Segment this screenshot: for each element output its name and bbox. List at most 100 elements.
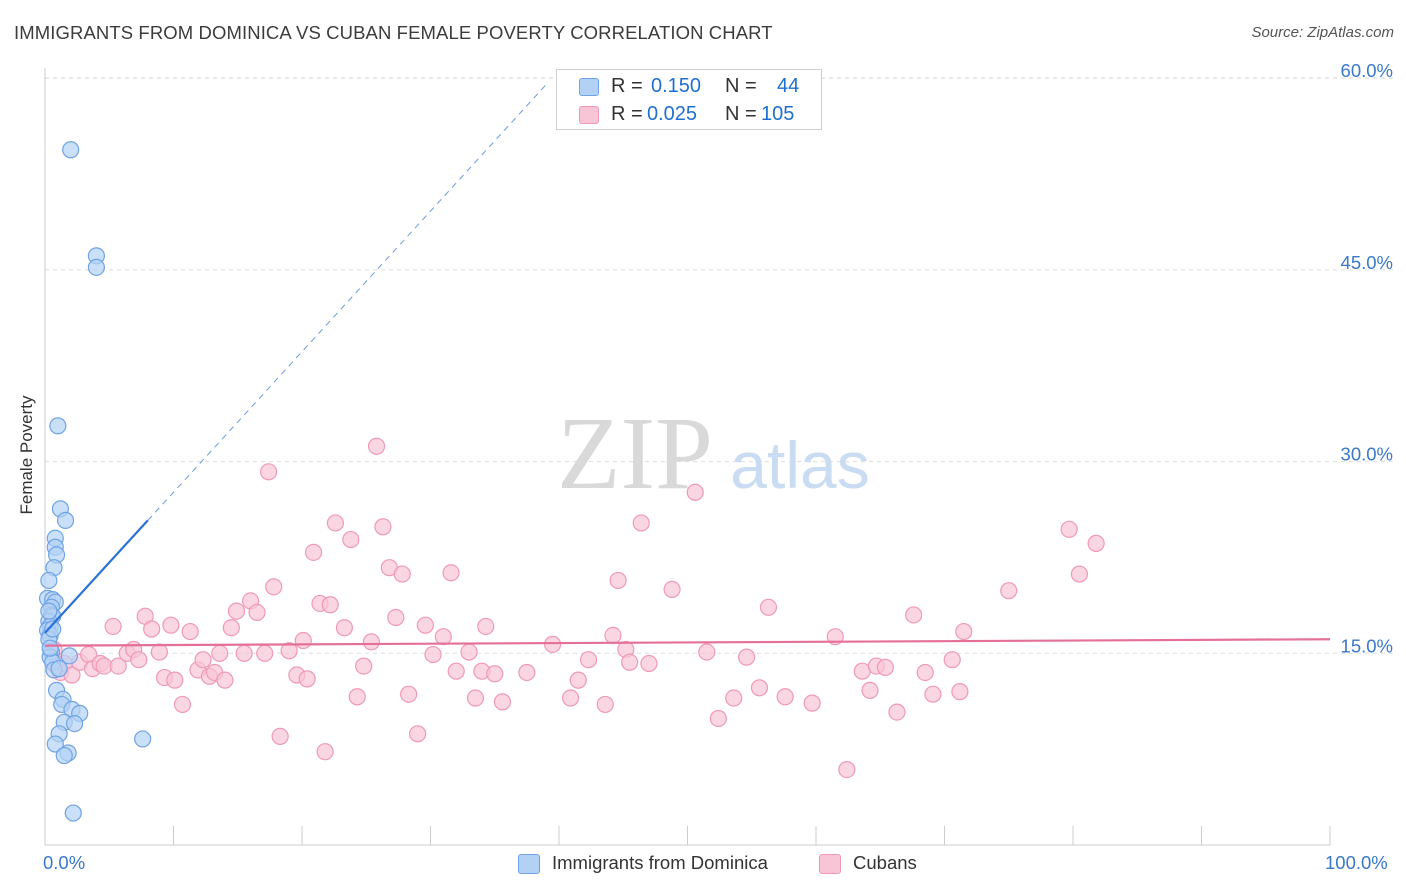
x-min-label: 0.0%	[43, 852, 86, 873]
cubans-point	[861, 681, 879, 699]
cubans-point	[256, 644, 274, 662]
r-label: R =	[611, 75, 643, 97]
cubans-point	[271, 727, 289, 745]
dominica-point	[44, 620, 62, 638]
dominica-point	[40, 571, 58, 590]
r-value: 0.025	[647, 103, 698, 125]
cubans-point	[632, 514, 650, 532]
watermark: ZIP atlas	[557, 396, 870, 511]
cubans-point	[235, 644, 253, 662]
cubans-point	[304, 543, 323, 561]
cubans-point	[374, 518, 392, 536]
cubans-point	[876, 658, 894, 676]
cubans-point	[367, 437, 386, 455]
cubans-point	[216, 671, 234, 689]
cubans-point	[750, 679, 769, 697]
cubans-point	[173, 695, 192, 714]
cubans-point	[280, 642, 298, 660]
cubans-point	[416, 616, 434, 634]
cubans-point	[434, 628, 452, 646]
cubans-point	[759, 598, 778, 616]
cubans-point	[393, 565, 411, 583]
cubans-point	[686, 483, 704, 501]
dominica-point	[65, 714, 84, 733]
cubans-point	[888, 703, 906, 721]
cubans-point	[1000, 582, 1018, 600]
cubans-point	[316, 743, 334, 761]
cubans-point	[916, 663, 934, 682]
cubans-point	[518, 663, 536, 682]
cubans-point	[486, 665, 504, 683]
dominica-point	[55, 746, 73, 765]
cubans-point	[955, 622, 973, 641]
cubans-point	[1087, 534, 1105, 552]
cubans-point	[248, 603, 266, 622]
cubans-point	[924, 685, 942, 703]
cubans-point	[326, 514, 345, 532]
legend-swatch-cubans	[819, 854, 841, 874]
n-value: 44	[777, 75, 800, 97]
cubans-point	[355, 657, 373, 675]
n-label: N =	[725, 103, 757, 125]
dominica-point	[40, 602, 58, 620]
cubans-point	[943, 651, 961, 669]
cubans-point	[596, 695, 614, 714]
cubans-point	[776, 688, 794, 706]
cubans-point	[621, 653, 639, 671]
cubans-point	[640, 654, 658, 673]
dominica-swatch	[579, 78, 599, 96]
cubans-point	[709, 709, 727, 728]
dominica-point	[62, 141, 80, 159]
cubans-point	[604, 626, 622, 645]
cubans-point	[104, 617, 122, 636]
r-label: R =	[611, 103, 643, 125]
cubans-point	[569, 671, 587, 689]
cubans-point	[181, 622, 199, 641]
cubans-point	[130, 651, 148, 669]
n-label: N =	[725, 75, 757, 97]
legend-label-cubans: Cubans	[853, 852, 917, 873]
watermark-atlas: atlas	[730, 428, 869, 502]
cubans-point	[335, 619, 354, 637]
axes	[44, 68, 1331, 846]
cubans-point	[294, 631, 312, 650]
y-tick-labels: 15.0% 30.0% 45.0% 60.0%	[1341, 60, 1393, 656]
dominica-point	[41, 639, 59, 657]
cubans-point	[387, 608, 405, 627]
stats-box: R = 0.150 N = 44 R = 0.025 N = 105	[556, 69, 822, 130]
r-value: 0.150	[651, 75, 702, 97]
dominica-trend-line	[44, 519, 149, 634]
cubans-point	[1060, 520, 1078, 538]
cubans-point	[194, 651, 212, 669]
cubans-point	[725, 689, 743, 707]
dominica-point	[60, 647, 79, 665]
cubans-point	[951, 683, 969, 701]
y-tick-label: 30.0%	[1341, 444, 1393, 465]
dominica-point	[46, 735, 64, 753]
cubans-point	[362, 633, 380, 651]
cubans-point	[109, 657, 127, 675]
cubans-point	[838, 760, 856, 779]
cubans-point	[400, 685, 418, 703]
cubans-point	[424, 645, 442, 664]
legend-label-dominica: Immigrants from Dominica	[552, 852, 768, 873]
cubans-point	[609, 571, 627, 590]
cubans-swatch	[579, 106, 599, 124]
dominica-point	[49, 417, 67, 435]
y-tick-label: 15.0%	[1341, 635, 1393, 656]
cubans-point	[905, 606, 923, 624]
y-tick-label: 45.0%	[1341, 252, 1393, 273]
cubans-point	[579, 651, 598, 669]
x-max-label: 100.0%	[1325, 852, 1388, 873]
cubans-point	[166, 671, 184, 689]
cubans-point	[150, 643, 168, 661]
cubans-point	[162, 616, 180, 634]
cubans-point	[738, 648, 756, 666]
dominica-points	[38, 141, 152, 822]
cubans-point	[543, 635, 562, 653]
y-axis-label: Female Poverty	[17, 395, 36, 515]
cubans-point	[259, 463, 278, 481]
cubans-point	[298, 670, 316, 688]
cubans-point	[1070, 565, 1089, 583]
